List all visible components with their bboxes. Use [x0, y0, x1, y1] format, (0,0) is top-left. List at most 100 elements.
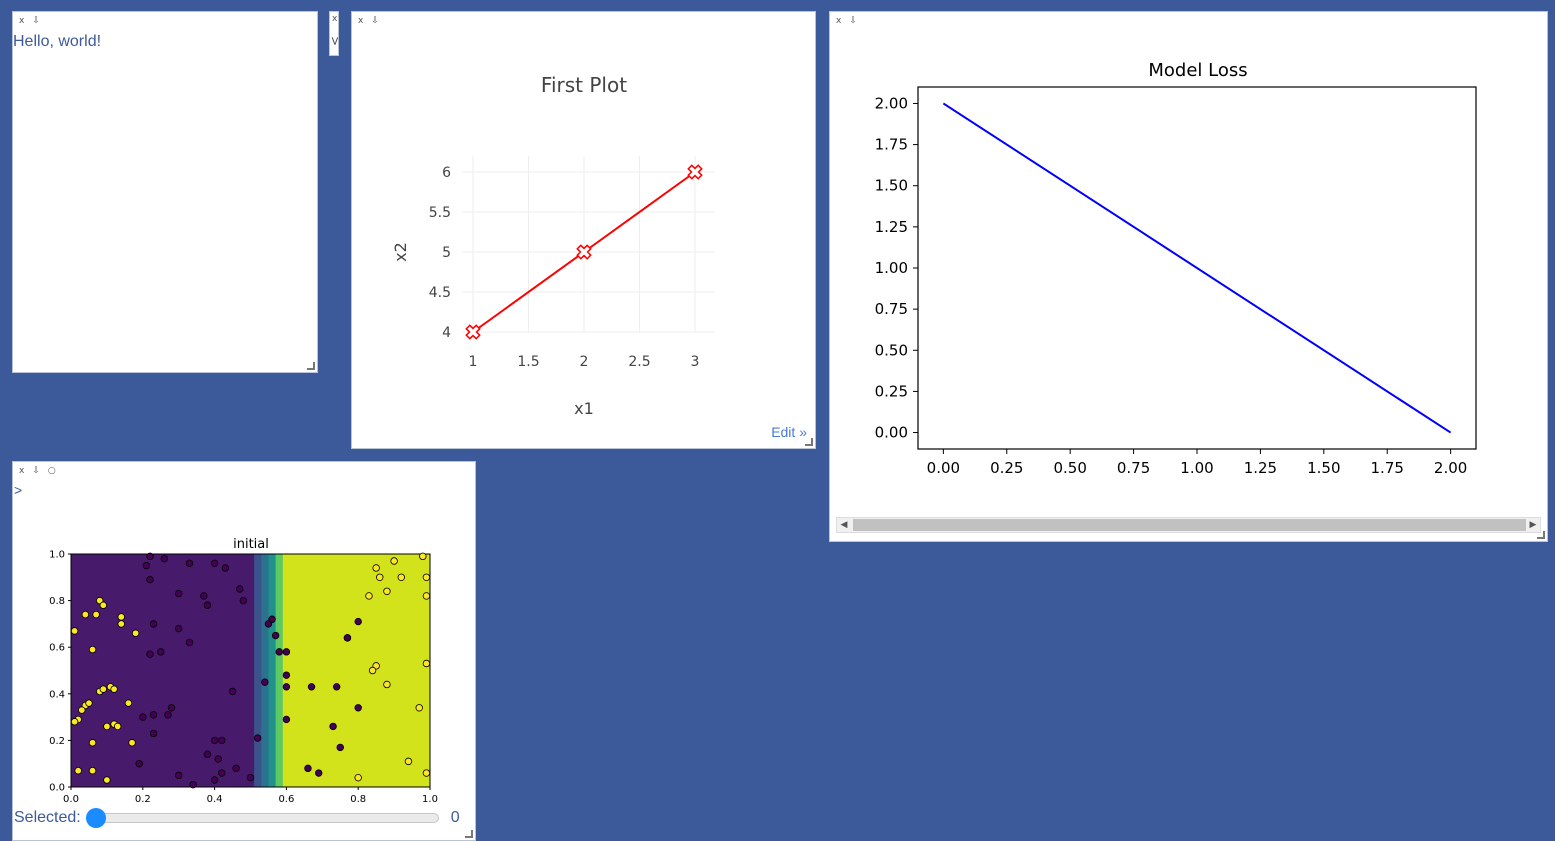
collapsed-pane[interactable]: x > — [329, 11, 339, 56]
scatter-point — [99, 601, 108, 609]
y-tick-label: 6 — [442, 165, 451, 181]
scatter-point — [354, 773, 362, 782]
scroll-right-icon[interactable]: ▶ — [1529, 520, 1537, 530]
scatter-point — [85, 699, 93, 707]
scatter-point — [146, 552, 154, 561]
scroll-thumb[interactable] — [853, 519, 1526, 531]
edit-link[interactable]: Edit » — [771, 424, 807, 440]
scatter-point — [203, 601, 212, 609]
scatter-point — [174, 589, 183, 598]
scatter-point — [332, 683, 341, 691]
close-icon[interactable]: x — [19, 466, 25, 476]
close-icon[interactable]: x — [332, 14, 338, 24]
scatter-point — [164, 711, 172, 719]
scatter-point — [221, 564, 230, 572]
chart-title: Model Loss — [1148, 60, 1247, 81]
scatter-point — [275, 648, 283, 656]
scatter-point — [185, 638, 194, 647]
scroll-left-icon[interactable]: ◀ — [840, 520, 848, 530]
scatter-point — [92, 610, 100, 619]
y-tick-label: 4.5 — [429, 285, 451, 301]
x-tick-label: 0.50 — [1053, 459, 1086, 477]
scatter-point — [372, 564, 380, 572]
widget-pane: x ⇩ ○ > initial 0.0 0.2 0.4 0.6 0.8 1.0 0.0 0.2… — [12, 461, 476, 841]
scatter-point — [329, 722, 337, 731]
scatter-point — [103, 776, 111, 784]
scatter-point — [78, 706, 86, 714]
scatter-point — [149, 729, 158, 738]
scatter-point — [142, 561, 151, 570]
scatter-point — [282, 671, 291, 679]
decision-region — [261, 554, 269, 787]
pin-icon[interactable]: ⇩ — [371, 16, 379, 26]
horizontal-scrollbar[interactable]: ◀ ▶ — [836, 517, 1541, 533]
slider-thumb[interactable] — [85, 808, 106, 828]
resize-handle-icon[interactable] — [805, 438, 813, 446]
scatter-point — [315, 769, 323, 777]
x-tick-label: 1.50 — [1307, 459, 1340, 477]
chart-title: initial — [233, 537, 269, 552]
resize-handle-icon[interactable] — [1537, 531, 1545, 539]
scatter-point — [174, 771, 183, 780]
refresh-icon[interactable]: ○ — [47, 466, 56, 476]
scatter-point — [210, 559, 219, 568]
scatter-point — [189, 780, 197, 789]
y-tick-label: 0.50 — [875, 341, 908, 359]
x-tick-label: 0.6 — [278, 794, 294, 805]
x-marker-icon — [576, 244, 592, 260]
scatter-point — [271, 631, 280, 640]
data-point-marker — [687, 164, 703, 180]
y-tick-label: 2.00 — [875, 94, 908, 112]
x-tick-label: 0.75 — [1117, 459, 1150, 477]
y-tick-label: 0.8 — [49, 596, 65, 607]
close-icon[interactable]: x — [836, 16, 842, 26]
scatter-point — [365, 592, 373, 600]
x-tick-label: 2.5 — [628, 354, 650, 370]
resize-handle-icon[interactable] — [307, 362, 315, 370]
x-tick-label: 1 — [469, 354, 478, 370]
scatter-point — [218, 736, 226, 745]
scatter-point — [70, 627, 79, 635]
decision-region — [275, 554, 284, 787]
pin-icon[interactable]: ⇩ — [32, 466, 40, 476]
prompt-chevron[interactable]: > — [14, 482, 23, 498]
y-tick-label: 4 — [442, 325, 451, 341]
pin-icon[interactable]: ⇩ — [32, 16, 40, 26]
decision-region — [254, 554, 262, 787]
scatter-point — [174, 624, 183, 633]
scatter-point — [74, 766, 82, 775]
scatter-point — [415, 704, 423, 712]
scatter-point — [99, 685, 108, 693]
scatter-point — [261, 678, 269, 686]
resize-handle-icon[interactable] — [465, 830, 473, 838]
close-icon[interactable]: x — [19, 16, 25, 26]
scatter-point — [304, 764, 312, 773]
pin-icon[interactable]: ⇩ — [849, 16, 857, 26]
scatter-point — [210, 736, 219, 745]
scatter-point — [397, 573, 405, 581]
hello-pane: x ⇩ Hello, world! — [12, 11, 318, 373]
x-tick-label: 1.0 — [422, 794, 438, 805]
x-tick-label: 0.8 — [350, 794, 366, 805]
scatter-point — [282, 648, 291, 656]
scatter-point — [228, 687, 237, 696]
x-tick-label: 1.5 — [517, 354, 539, 370]
y-tick-label: 0.0 — [49, 783, 65, 794]
scatter-point — [110, 685, 118, 693]
x-tick-label: 1.00 — [1180, 459, 1213, 477]
y-tick-label: 0.6 — [49, 643, 65, 654]
close-icon[interactable]: x — [358, 16, 364, 26]
chart-title: First Plot — [541, 73, 627, 97]
y-tick-label: 0.25 — [875, 382, 908, 400]
scatter-point — [157, 648, 165, 656]
scatter-point — [117, 613, 125, 621]
expand-icon[interactable]: > — [330, 36, 338, 46]
slider-track[interactable] — [85, 808, 439, 828]
scatter-point — [103, 722, 111, 731]
scatter-point — [218, 769, 226, 777]
x-tick-label: 0.4 — [207, 794, 223, 805]
scatter-point — [307, 683, 316, 691]
scatter-point — [422, 659, 431, 668]
scatter-point — [368, 666, 377, 675]
y-axis-label: x2 — [391, 242, 410, 262]
